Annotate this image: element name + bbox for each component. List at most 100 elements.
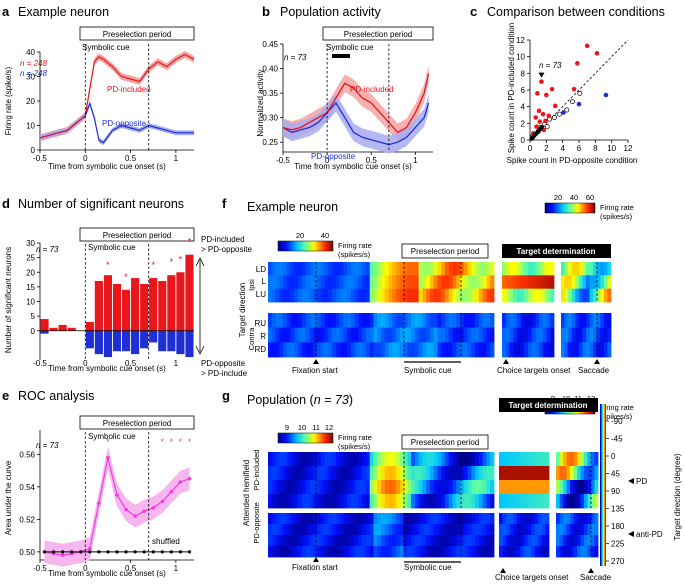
heat-cell <box>437 535 442 547</box>
heat-cell <box>433 480 438 495</box>
heat-cell <box>607 262 612 276</box>
heat-cell <box>505 275 510 290</box>
heat-cell <box>350 535 356 547</box>
heat-cell <box>467 513 472 525</box>
colorbar-left <box>277 240 334 252</box>
heat-cell <box>320 262 325 276</box>
heat-cell <box>377 513 382 525</box>
heat-cell <box>343 546 348 558</box>
heat-cell <box>600 327 605 343</box>
heat-cell <box>587 513 592 525</box>
heat-cell <box>354 480 359 495</box>
heat-cell <box>403 466 408 481</box>
heat-cell <box>577 480 581 495</box>
heat-cell <box>399 513 404 525</box>
heat-cell <box>545 466 550 481</box>
heat-cell <box>429 466 435 481</box>
bar-pd-opposite <box>103 330 113 358</box>
heat-cell <box>335 452 340 467</box>
heat-cell <box>316 288 322 303</box>
heat-cell <box>275 524 280 536</box>
heat-cell <box>343 313 348 329</box>
heat-cell <box>527 494 532 509</box>
heat-cell <box>373 494 378 509</box>
heat-cell <box>396 262 401 276</box>
heat-cell <box>309 342 314 358</box>
c-xlabel: Spike count in PD-opposite condition <box>507 156 638 165</box>
heat-cell <box>388 480 393 495</box>
heat-cell <box>531 524 536 536</box>
heat-cell <box>328 313 333 329</box>
heat-cell <box>527 513 532 525</box>
heat-cell <box>328 494 333 509</box>
heat-cell <box>309 288 314 303</box>
heat-cell <box>467 327 472 343</box>
heat-cell <box>388 546 393 558</box>
heat-cell <box>559 466 564 481</box>
heat-cell <box>396 494 401 509</box>
heat-cell <box>354 513 359 525</box>
arrow-down-icon <box>195 345 205 355</box>
heat-cell <box>384 513 389 525</box>
heat-cell <box>422 494 427 509</box>
heat-cell <box>486 513 491 525</box>
point-pd-included <box>535 91 540 96</box>
heat-cell <box>445 275 450 290</box>
heat-cell <box>482 466 487 481</box>
heat-cell <box>294 452 299 467</box>
sig-star: * <box>106 260 110 270</box>
heat-cell <box>275 452 280 467</box>
cb-tick: 60 <box>586 193 594 202</box>
heat-cell <box>392 327 397 343</box>
heat-cell <box>534 480 539 495</box>
heat-cell <box>286 524 291 536</box>
heat-cell <box>339 466 344 481</box>
heat-cell <box>441 466 446 481</box>
heat-cell <box>566 466 571 481</box>
heat-cell <box>418 466 423 481</box>
heat-cell <box>539 327 544 343</box>
heat-cell <box>309 327 314 343</box>
heat-cell <box>478 288 484 303</box>
heat-cell <box>535 288 540 303</box>
heat-cell <box>422 275 427 290</box>
heat-cell <box>475 452 480 467</box>
heat-cell <box>347 452 352 467</box>
heat-cell <box>298 262 303 276</box>
heat-cell <box>396 466 401 481</box>
heat-cell <box>524 546 528 558</box>
heat-cell <box>339 480 344 495</box>
heat-cell <box>456 480 461 495</box>
heat-cell <box>335 513 340 525</box>
heat-cell <box>471 513 476 525</box>
heat-cell <box>399 535 404 547</box>
heat-cell <box>460 275 465 290</box>
heat-cell <box>596 327 601 343</box>
heat-cell <box>573 535 578 547</box>
point-cluster <box>539 124 545 130</box>
heat-cell <box>275 288 280 303</box>
point-shuffled <box>97 550 101 554</box>
heat-cell <box>275 262 280 276</box>
heat-cell <box>362 313 367 329</box>
heat-cell <box>316 327 322 343</box>
heat-cell <box>531 342 536 358</box>
panel-c-title: Comparison between conditions <box>487 5 665 19</box>
heat-cell <box>570 546 574 558</box>
heat-cell <box>541 513 546 525</box>
heat-cell <box>332 546 337 558</box>
heat-cell <box>566 452 571 467</box>
heat-cell <box>463 313 469 329</box>
heat-cell <box>437 513 442 525</box>
heat-cell <box>433 546 438 558</box>
heat-cell <box>271 535 276 547</box>
opposite-label: PD-opposite <box>252 502 261 543</box>
heat-cell <box>456 535 461 547</box>
heat-cell <box>584 480 588 495</box>
point-pd-opposite <box>561 110 566 115</box>
heat-cell <box>490 535 495 547</box>
heat-cell <box>505 327 510 343</box>
heat-cell <box>452 313 457 329</box>
bar-pd-included <box>58 324 67 331</box>
heat-cell <box>279 327 284 343</box>
